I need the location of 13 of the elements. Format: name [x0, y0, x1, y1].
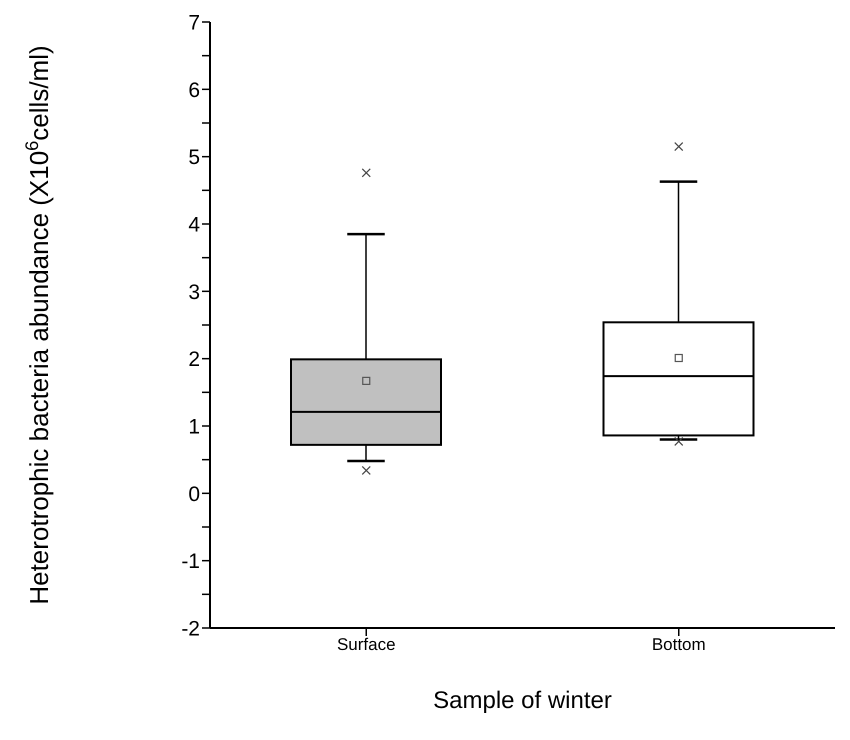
y-tick-label: 5: [188, 146, 200, 170]
y-tick-label: -1: [181, 550, 200, 574]
x-tick-label: Surface: [336, 635, 396, 654]
x-tick-label: Bottom: [652, 635, 706, 654]
y-tick-label: 7: [188, 11, 200, 34]
y-tick-label: 4: [188, 213, 200, 236]
y-tick-label: 3: [188, 280, 200, 304]
y-tick-label: 1: [188, 415, 200, 438]
y-tick-label: 0: [188, 482, 200, 506]
y-tick-label: 6: [188, 78, 200, 102]
y-tick-label: -2: [181, 617, 200, 640]
x-axis-title: Sample of winter: [433, 687, 612, 714]
y-tick-label: 2: [188, 348, 200, 372]
